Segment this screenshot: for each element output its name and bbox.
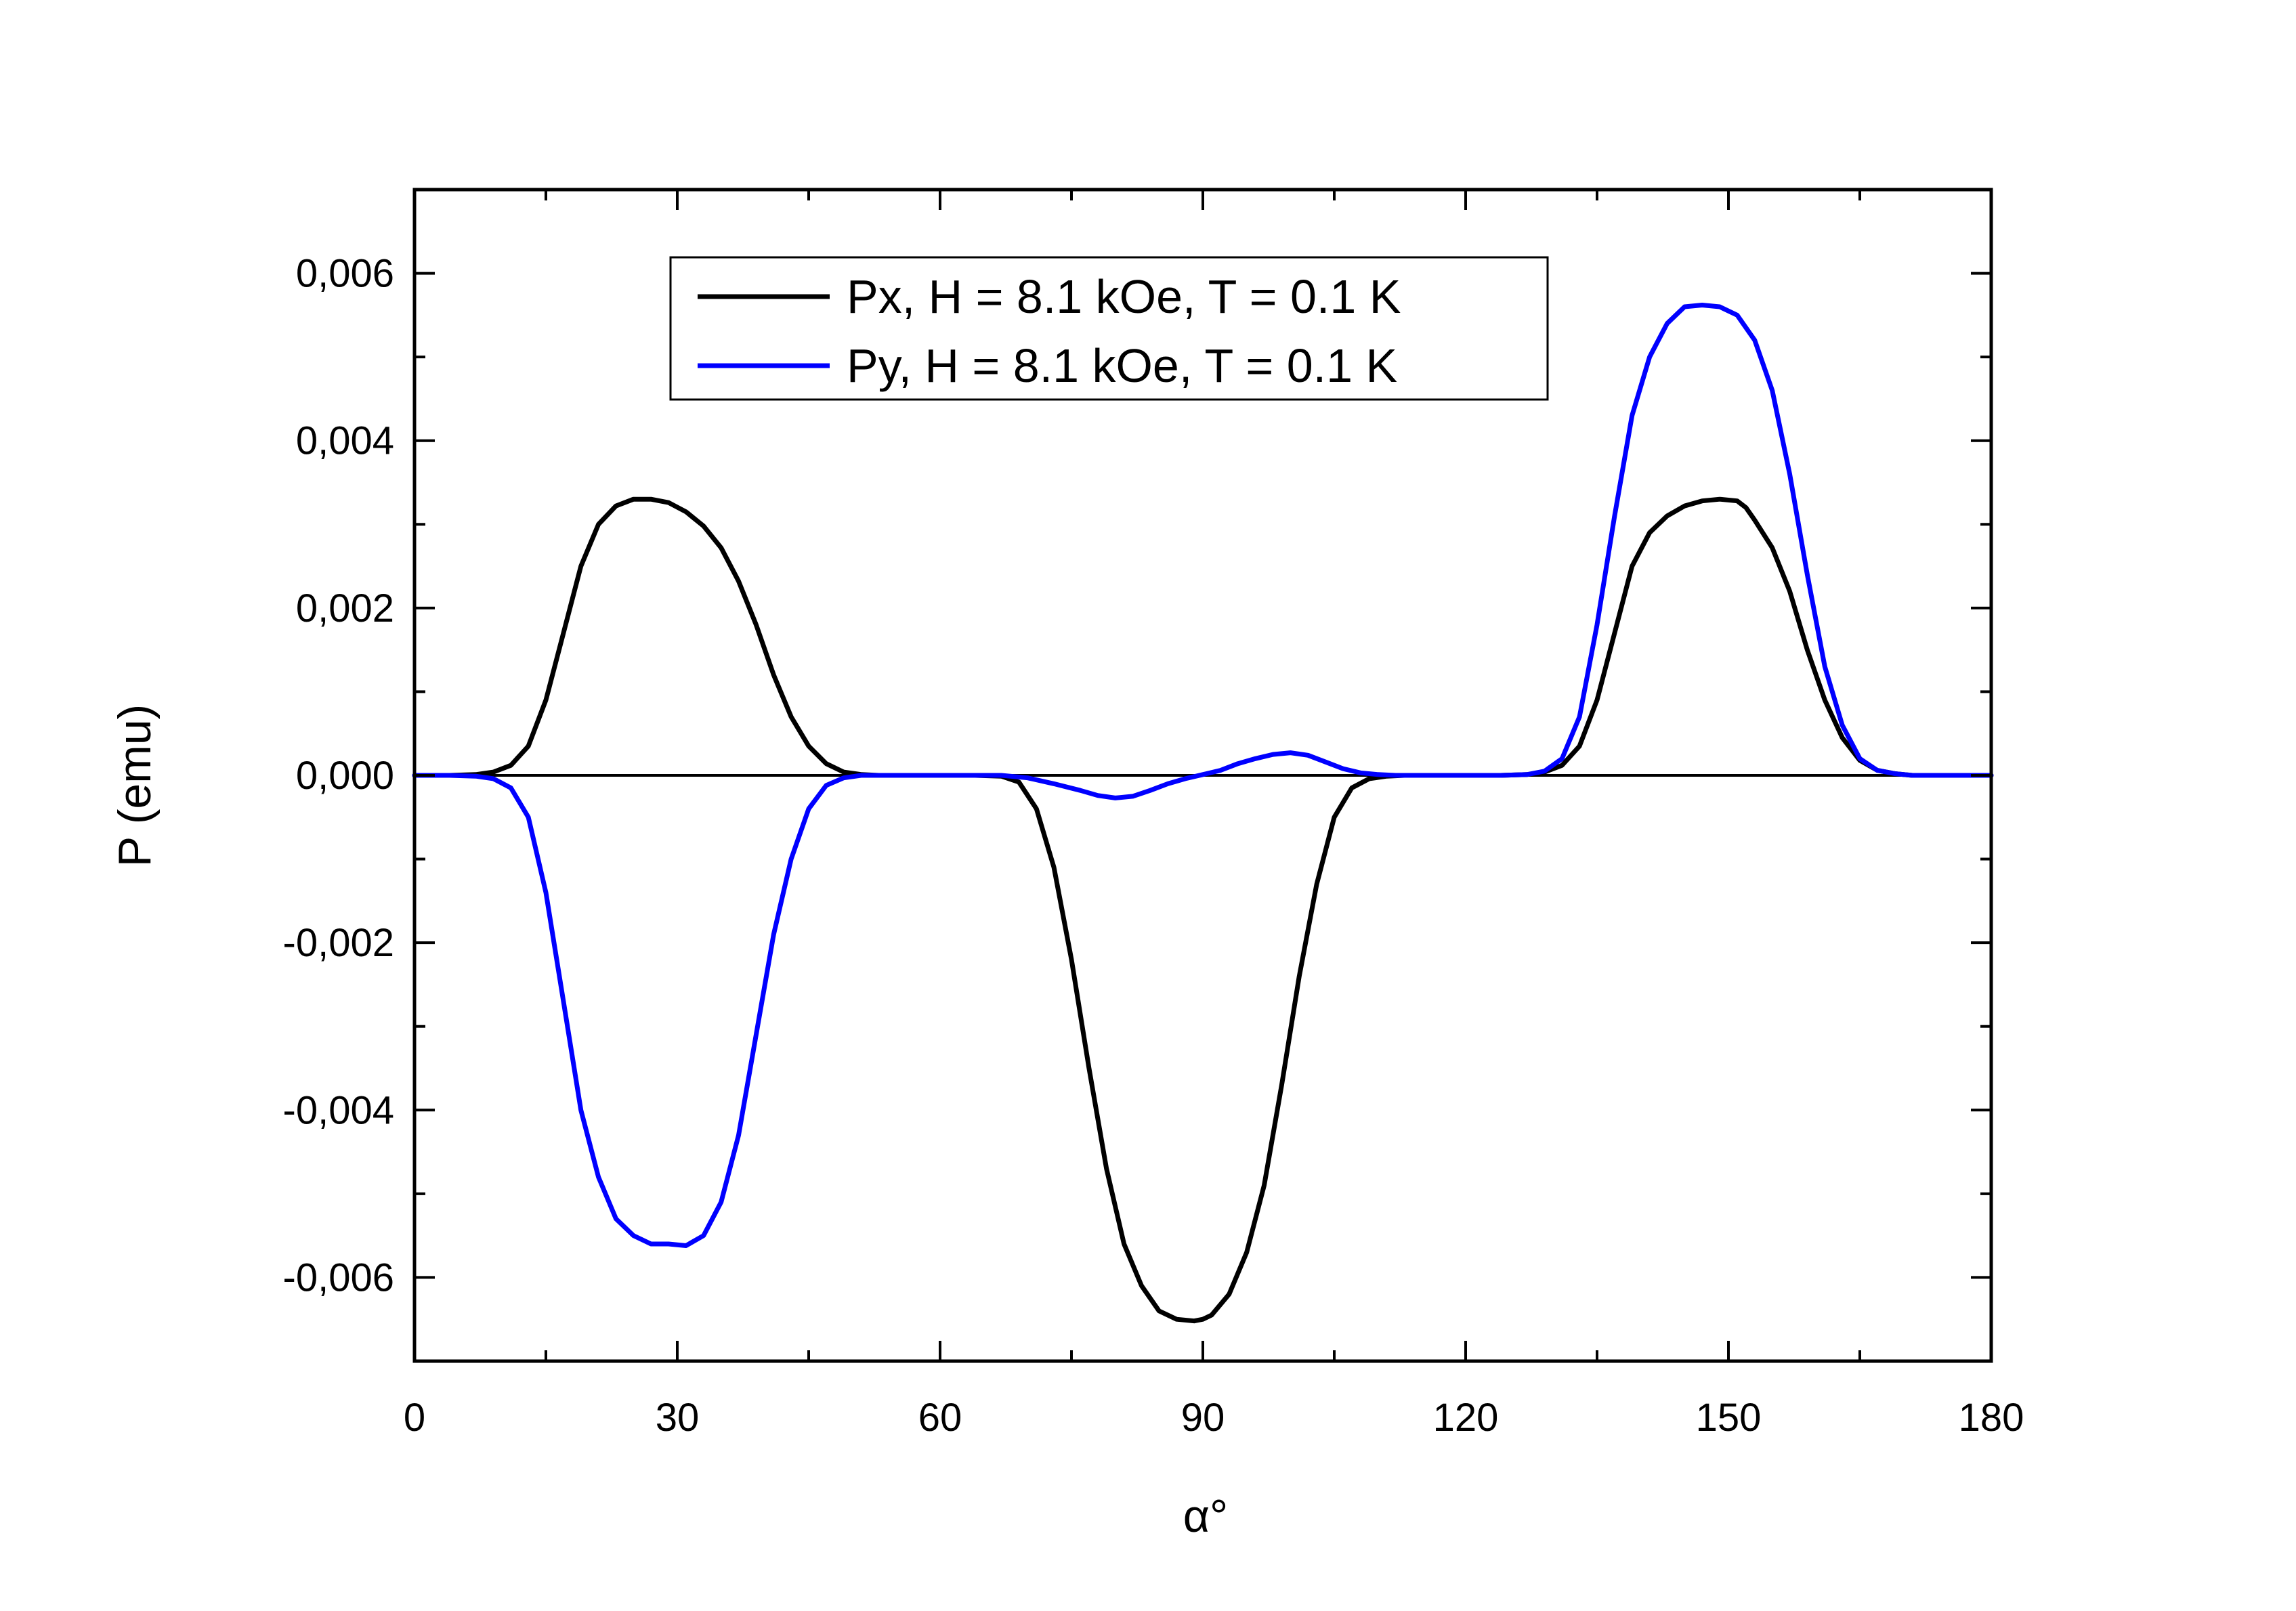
y-tick-label: 0,002 (296, 586, 394, 630)
legend-label-px: Px, H = 8.1 kOe, T = 0.1 K (847, 270, 1401, 323)
legend-box (669, 256, 1549, 401)
x-tick-label: 150 (1696, 1396, 1762, 1440)
x-tick-label: 90 (1181, 1396, 1225, 1440)
x-tick-label: 120 (1433, 1396, 1499, 1440)
x-tick-label: 0 (404, 1396, 425, 1440)
legend: Px, H = 8.1 kOe, T = 0.1 K Py, H = 8.1 k… (669, 256, 1549, 401)
series-line-px (412, 496, 1994, 1324)
plot-area (412, 303, 1994, 1324)
legend-label-py: Py, H = 8.1 kOe, T = 0.1 K (847, 339, 1397, 392)
axes: 0 30 60 90 120 150 180 -0,006 -0,004 -0,002 0,000 0… (283, 188, 2024, 1440)
y-tick-label: 0,000 (296, 754, 394, 798)
y-tick-label: -0,002 (283, 921, 394, 965)
y-tick-label: 0,006 (296, 252, 394, 296)
y-tick-label: -0,004 (283, 1088, 394, 1132)
x-tick-label: 180 (1959, 1396, 2024, 1440)
y-tick-label: -0,006 (283, 1255, 394, 1299)
x-tick-label: 60 (918, 1396, 962, 1440)
x-tick-label: 30 (656, 1396, 700, 1440)
series-line-py (412, 303, 1994, 1248)
y-tick-label: 0,004 (296, 419, 394, 463)
x-axis-title: α° (1183, 1490, 1229, 1542)
y-axis-title: P (emu) (109, 704, 161, 867)
